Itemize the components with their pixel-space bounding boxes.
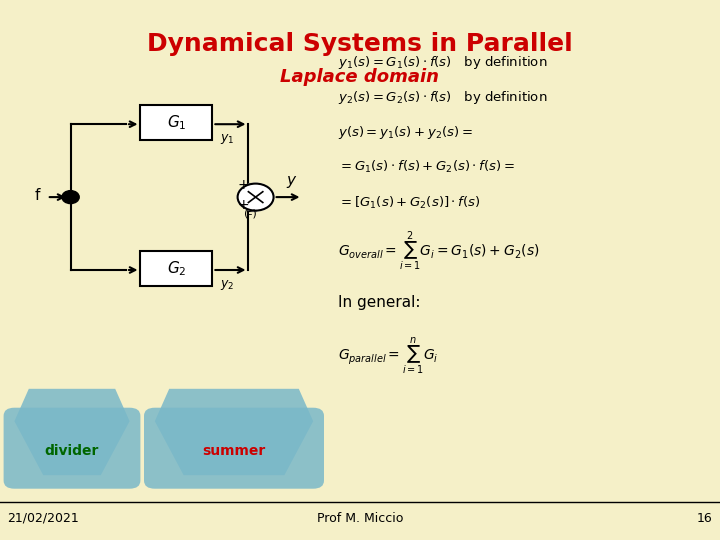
FancyBboxPatch shape [144,408,324,489]
Text: Dynamical Systems in Parallel: Dynamical Systems in Parallel [147,32,573,56]
Text: +: + [238,178,249,192]
FancyBboxPatch shape [140,105,212,140]
Text: $= [G_1(s) + G_2(s)] \cdot f(s)$: $= [G_1(s) + G_2(s)] \cdot f(s)$ [338,194,481,211]
Text: $y_2(s) = G_2(s) \cdot f(s)$   by definition: $y_2(s) = G_2(s) \cdot f(s)$ by definiti… [338,89,548,106]
Text: $y_2$: $y_2$ [220,278,234,292]
Text: (-): (-) [244,208,257,218]
Text: 16: 16 [697,512,713,525]
FancyBboxPatch shape [140,251,212,286]
Text: Prof M. Miccio: Prof M. Miccio [317,512,403,525]
Text: 21/02/2021: 21/02/2021 [7,512,79,525]
Text: Laplace domain: Laplace domain [281,68,439,85]
Polygon shape [155,389,313,475]
Text: f: f [35,188,40,203]
Text: $y_1$: $y_1$ [220,132,234,146]
Text: divider: divider [45,444,99,458]
Circle shape [238,184,274,211]
Text: In general:: In general: [338,295,421,310]
Text: $y(s) = y_1(s) + y_2(s) =$: $y(s) = y_1(s) + y_2(s) =$ [338,124,473,141]
Text: $y$: $y$ [286,174,297,190]
Text: $G_{overall} = \sum_{i=1}^{2} G_i = G_1(s) + G_2(s)$: $G_{overall} = \sum_{i=1}^{2} G_i = G_1(… [338,229,540,273]
Text: summer: summer [202,444,266,458]
Text: $G_{parallel} = \sum_{i=1}^{n} G_i$: $G_{parallel} = \sum_{i=1}^{n} G_i$ [338,336,439,377]
Text: $y_1(s) = G_1(s) \cdot f(s)$   by definition: $y_1(s) = G_1(s) \cdot f(s)$ by definiti… [338,53,548,71]
Text: $= G_1(s) \cdot f(s) + G_2(s) \cdot f(s) =$: $= G_1(s) \cdot f(s) + G_2(s) \cdot f(s)… [338,159,516,176]
Text: $G_1$: $G_1$ [166,113,186,132]
Polygon shape [14,389,130,475]
Circle shape [62,191,79,204]
Text: $G_2$: $G_2$ [166,259,186,278]
Text: +: + [238,198,249,212]
FancyBboxPatch shape [4,408,140,489]
